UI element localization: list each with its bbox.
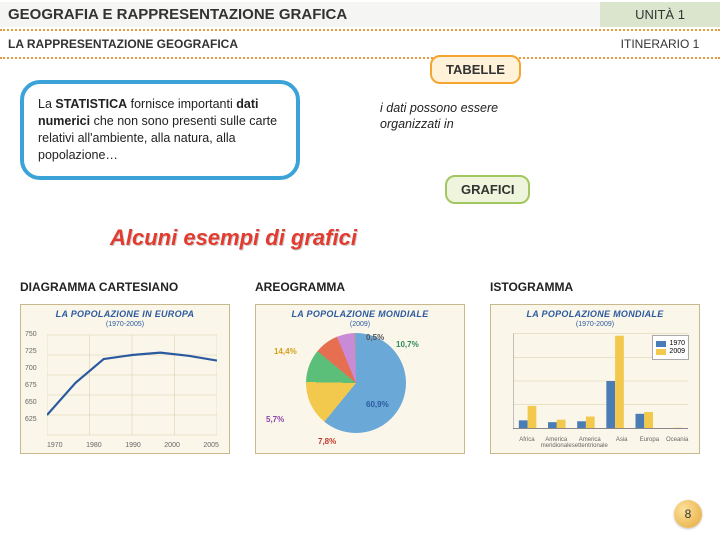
- pie-label: AREOGRAMMA: [255, 280, 465, 294]
- cartesian-column: DIAGRAMMA CARTESIANO LA POPOLAZIONE IN E…: [20, 280, 230, 454]
- slide-header: GEOGRAFIA E RAPPRESENTAZIONE GRAFICA UNI…: [0, 0, 720, 59]
- bar-legend: 19702009: [652, 335, 689, 360]
- cartesian-y-axis: 750725700675650625: [25, 331, 37, 433]
- header-unit: UNITÀ 1: [600, 2, 720, 27]
- charts-row: DIAGRAMMA CARTESIANO LA POPOLAZIONE IN E…: [20, 280, 700, 454]
- tag-tabelle: TABELLE: [430, 55, 521, 84]
- bar-column: ISTOGRAMMA LA POPOLAZIONE MONDIALE (1970…: [490, 280, 700, 454]
- bar-chart: LA POPOLAZIONE MONDIALE (1970-2009) 1970…: [490, 304, 700, 454]
- pie-column: AREOGRAMMA LA POPOLAZIONE MONDIALE (2009…: [255, 280, 465, 454]
- header-title: GEOGRAFIA E RAPPRESENTAZIONE GRAFICA: [0, 2, 600, 27]
- mid-text: i dati possono essere organizzati in: [380, 100, 550, 133]
- page-number: 8: [674, 500, 702, 528]
- examples-heading: Alcuni esempi di grafici: [110, 225, 357, 251]
- pie-svg: [306, 333, 406, 433]
- bar-x-axis: AfricaAmerica meridionaleAmerica settent…: [513, 437, 691, 449]
- bar-label: ISTOGRAMMA: [490, 280, 700, 294]
- divider: [0, 29, 720, 31]
- header-subtitle: LA RAPPRESENTAZIONE GEOGRAFICA: [0, 34, 600, 54]
- cartesian-label: DIAGRAMMA CARTESIANO: [20, 280, 230, 294]
- line-chart-svg: [47, 331, 217, 439]
- statistics-callout: La STATISTICA fornisce importanti dati n…: [20, 80, 300, 180]
- cartesian-chart: LA POPOLAZIONE IN EUROPA (1970-2005) 750…: [20, 304, 230, 454]
- header-itinerary: ITINERARIO 1: [600, 34, 720, 54]
- divider: [0, 57, 720, 59]
- tag-grafici: GRAFICI: [445, 175, 530, 204]
- cartesian-x-axis: 19701980199020002005: [47, 442, 219, 449]
- pie-chart: LA POPOLAZIONE MONDIALE (2009) 60,9%14,4…: [255, 304, 465, 454]
